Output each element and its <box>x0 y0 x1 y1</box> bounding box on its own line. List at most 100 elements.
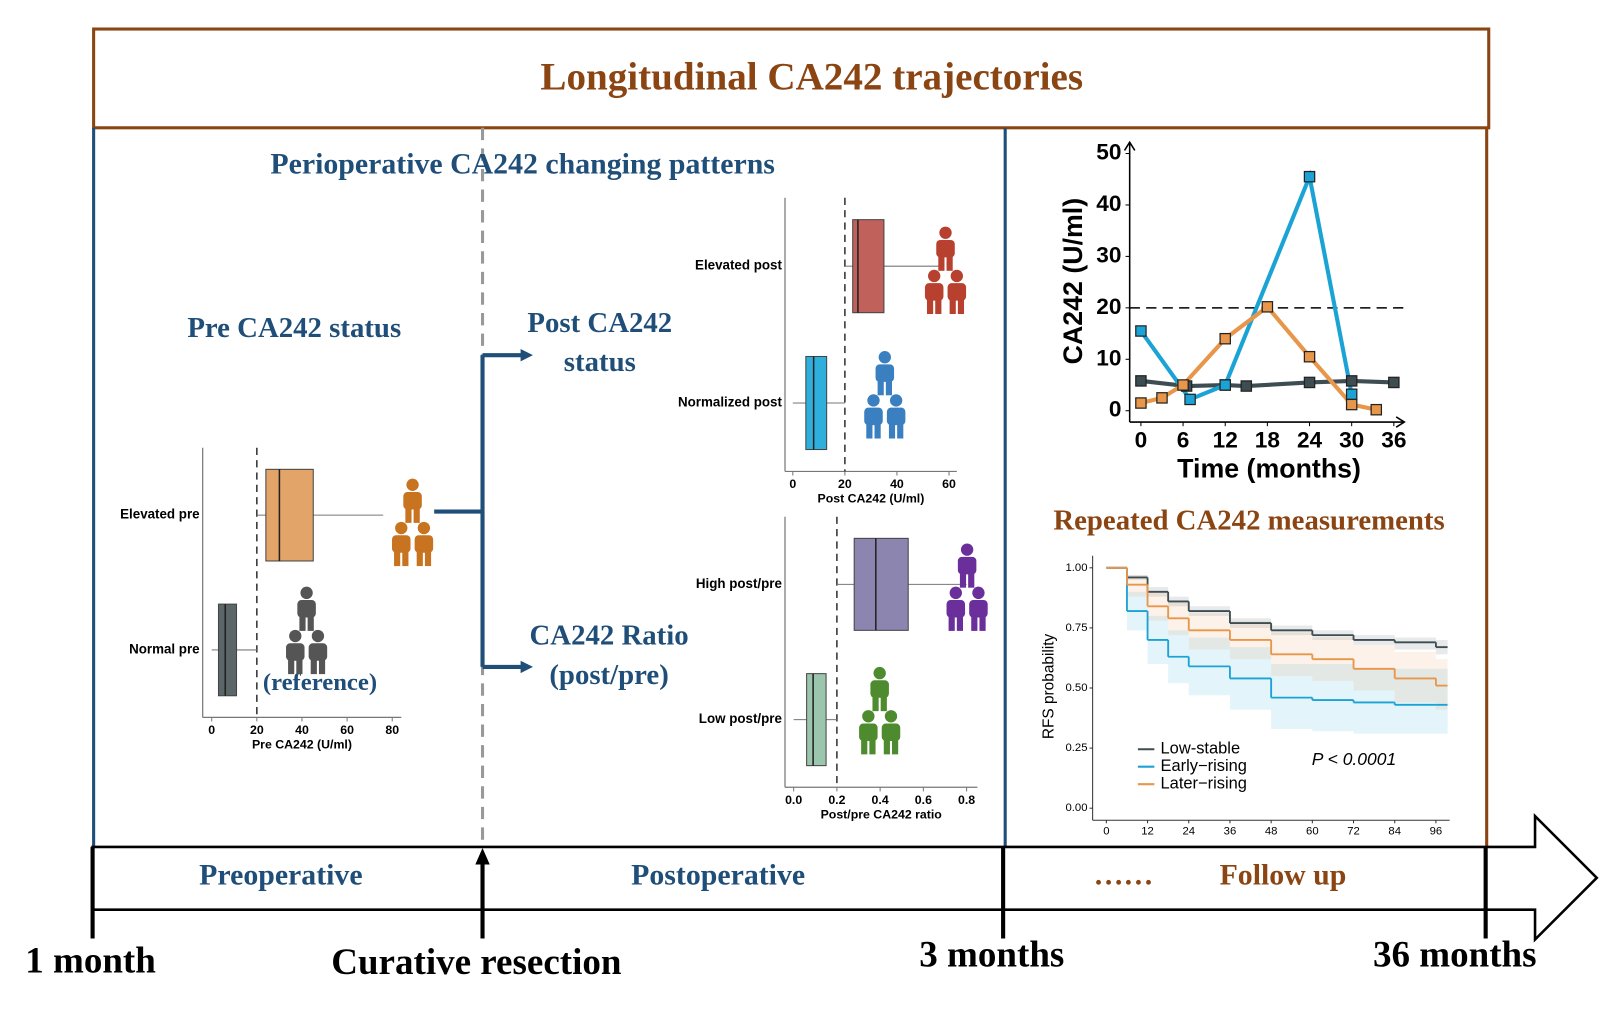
icon-body <box>403 492 422 510</box>
point-marker <box>1303 350 1316 363</box>
icon-body <box>414 535 434 553</box>
confidence-band <box>1188 613 1230 650</box>
icon-leg <box>874 423 881 439</box>
category-label: Elevated pre <box>120 507 199 522</box>
x-tick-label: 12 <box>1141 826 1154 838</box>
point-marker <box>1388 376 1400 389</box>
y-tick-label: 0.25 <box>1065 742 1087 754</box>
y-tick-label: 0.00 <box>1065 802 1087 814</box>
timepoint-label: 3 months <box>919 935 1064 976</box>
x-tick-label: 48 <box>1265 826 1278 838</box>
icon-leg <box>310 658 317 675</box>
icon-leg <box>979 615 986 631</box>
km-title: Repeated CA242 measurements <box>1053 504 1444 536</box>
icon-head <box>873 666 886 680</box>
confidence-band <box>1435 668 1448 734</box>
icon-leg <box>416 550 423 567</box>
x-tick-label: 20 <box>838 477 852 491</box>
point-marker <box>1240 380 1253 392</box>
y-tick-label: 0.50 <box>1065 682 1087 694</box>
icon-leg <box>307 615 314 631</box>
post-status-label: status <box>564 346 636 378</box>
confidence-band <box>1353 644 1395 691</box>
icon-body <box>308 643 328 661</box>
icon-body <box>864 407 883 426</box>
ratio-status-label: (post/pre) <box>549 659 668 691</box>
x-tick-label: 20 <box>250 723 264 737</box>
confidence-band <box>1312 663 1354 732</box>
timepoint-label: 36 months <box>1373 935 1537 976</box>
point-marker <box>1345 388 1358 401</box>
icon-body <box>859 723 878 741</box>
point-marker <box>1303 376 1316 389</box>
icon-leg <box>880 695 887 712</box>
x-tick-label: 72 <box>1347 826 1360 838</box>
point-marker <box>1135 375 1147 387</box>
icon-leg <box>877 379 884 396</box>
icon-head <box>939 226 952 239</box>
icon-body <box>969 600 988 618</box>
icon-head <box>928 269 941 283</box>
category-label: High post/pre <box>696 576 782 591</box>
y-tick-label: 30 <box>1096 242 1121 267</box>
y-tick-label: 50 <box>1096 140 1121 165</box>
point-marker <box>1177 379 1189 391</box>
timeline-ticks <box>90 846 1488 939</box>
point-marker <box>1156 392 1168 404</box>
x-axis-label: Pre CA242 (U/ml) <box>252 737 352 751</box>
phase-label: Preoperative <box>199 859 362 892</box>
icon-head <box>949 586 962 600</box>
timepoint-label: Curative resection <box>331 942 622 983</box>
x-tick-label: 60 <box>942 477 956 491</box>
people-icon <box>286 586 328 675</box>
phase-dots: …… <box>1094 859 1154 892</box>
icon-leg <box>318 658 326 675</box>
category-label: Normalized post <box>678 395 782 410</box>
post-status-label: Post CA242 <box>527 307 672 339</box>
point-marker <box>1261 301 1274 313</box>
x-tick-label: 84 <box>1388 826 1401 838</box>
box <box>853 537 909 631</box>
y-axis-label: RFS probability <box>1041 633 1058 739</box>
icon-body <box>886 407 906 426</box>
icon-head <box>972 586 985 600</box>
box <box>265 468 314 562</box>
x-axis-label: Post/pre CA242 ratio <box>821 807 943 821</box>
phase-label: Postoperative <box>631 859 805 892</box>
x-tick-label: 0.2 <box>828 793 845 807</box>
icon-leg <box>405 507 412 523</box>
x-tick-label: 0 <box>789 477 796 491</box>
legend-label: Low-stable <box>1161 740 1241 758</box>
x-tick-label: 40 <box>295 723 309 737</box>
point-marker <box>1219 332 1231 345</box>
y-tick-label: 0.75 <box>1065 622 1087 634</box>
y-tick-label: 20 <box>1096 294 1121 319</box>
x-axis-label: Post CA242 (U/ml) <box>817 491 924 505</box>
icon-body <box>957 556 977 575</box>
icon-head <box>406 478 419 491</box>
x-tick-label: 6 <box>1177 428 1190 453</box>
icon-body <box>924 283 944 301</box>
legend-label: Later−rising <box>1161 775 1247 793</box>
phase-label: Follow up <box>1220 859 1347 892</box>
x-tick-label: 18 <box>1255 428 1280 453</box>
y-axis-label: CA242 (U/ml) <box>1058 198 1088 364</box>
section-title: Perioperative CA242 changing patterns <box>270 148 775 181</box>
axis-arrow <box>1395 416 1406 428</box>
icon-leg <box>949 298 956 315</box>
x-tick-label: 96 <box>1430 826 1443 838</box>
icon-body <box>881 723 901 741</box>
x-tick-label: 0.8 <box>958 793 975 807</box>
x-tick-label: 0.4 <box>872 793 889 807</box>
icon-head <box>395 521 408 535</box>
y-tick-label: 0 <box>1109 397 1122 422</box>
people-icon <box>864 351 906 439</box>
pre-status-label: Pre CA242 status <box>187 312 401 344</box>
annotation: P < 0.0001 <box>1312 749 1396 769</box>
icon-body <box>875 364 895 382</box>
series-line <box>1140 303 1377 412</box>
x-tick-label: 36 <box>1381 428 1406 453</box>
icon-head <box>867 394 880 407</box>
box <box>217 603 238 697</box>
